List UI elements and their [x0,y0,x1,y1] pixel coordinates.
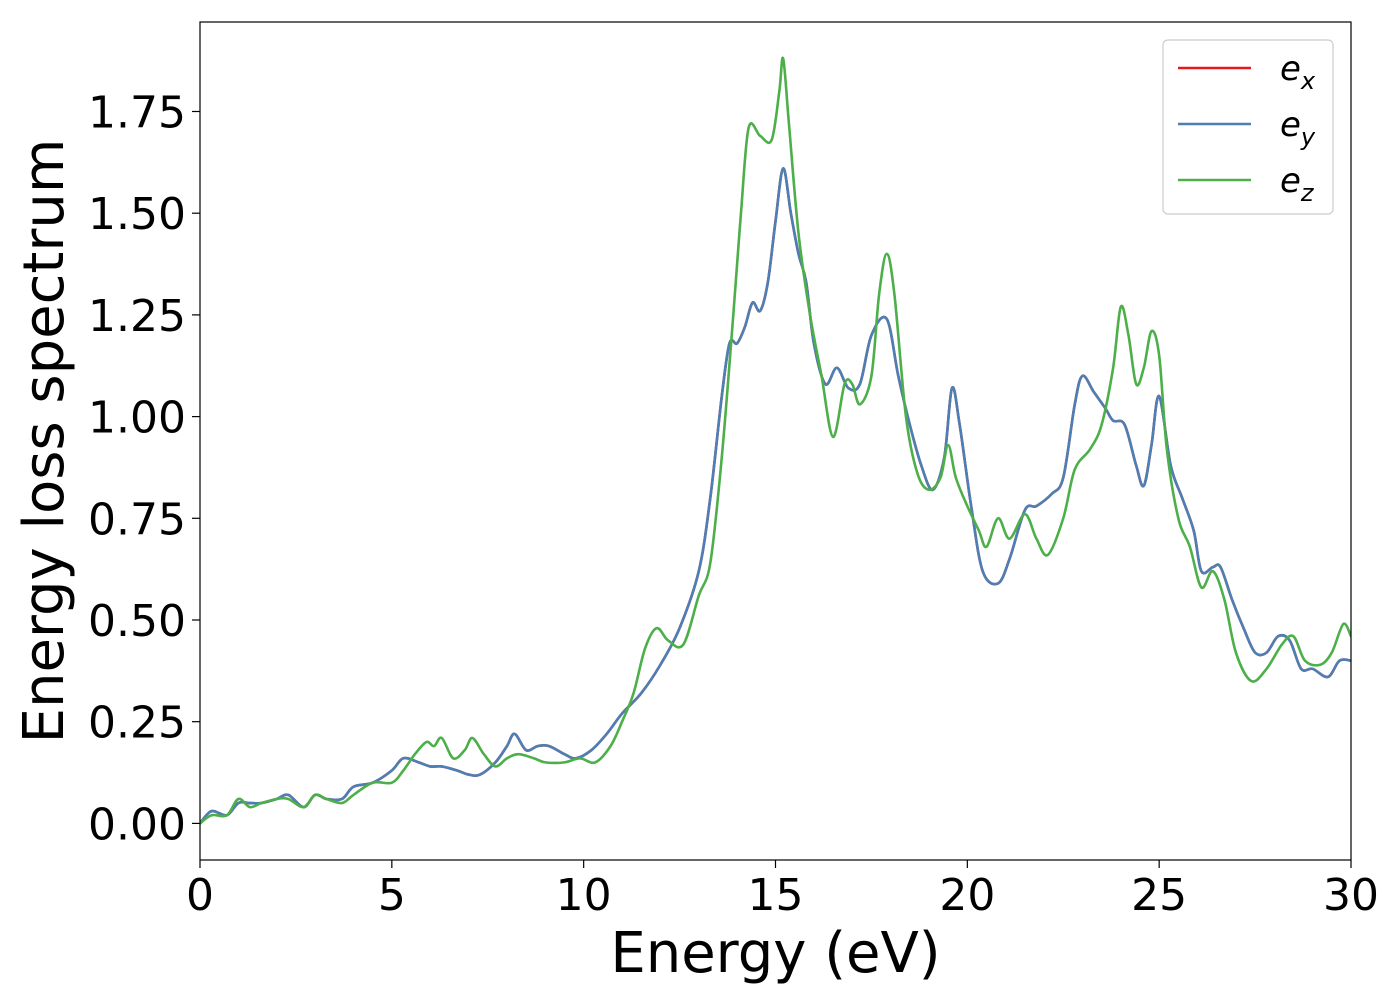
x-tick-label: 15 [748,870,804,921]
series-layer [200,56,1351,825]
y-tick-label: 0.75 [88,494,186,545]
y-tick-label: 1.50 [88,189,186,240]
y-axis-title: Energy loss spectrum [12,139,77,744]
plot-background [200,22,1351,860]
y-tick-label: 0.25 [88,698,186,749]
x-tick-label: 10 [556,870,612,921]
x-tick-label: 30 [1323,870,1379,921]
legend-label-y: ey [1280,105,1316,151]
y-tick-label: 0.50 [88,596,186,647]
x-axis-title: Energy (eV) [610,921,940,986]
series-line-e-z [200,56,1351,825]
x-tick-label: 20 [939,870,995,921]
y-tick-label: 1.00 [88,393,186,444]
legend-box [1162,39,1334,215]
y-tick-label: 0.00 [88,799,186,850]
x-axis: 0 5 10 15 20 25 30 [186,860,1379,921]
y-axis: 0.00 0.25 0.50 0.75 1.00 1.25 1.50 1.75 [88,87,200,850]
y-tick-label: 1.75 [88,87,186,138]
x-tick-label: 5 [378,870,406,921]
x-tick-label: 0 [186,870,214,921]
legend: ex ey ez [1162,39,1334,215]
legend-label-x: ex [1280,49,1316,95]
y-tick-label: 1.25 [88,291,186,342]
legend-label-z: ez [1280,161,1315,207]
x-tick-label: 25 [1131,870,1187,921]
